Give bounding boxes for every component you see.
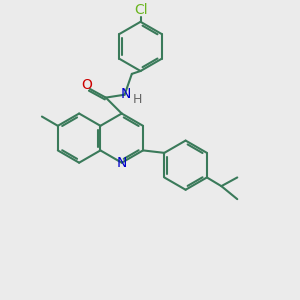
Text: N: N (116, 156, 127, 170)
Text: N: N (120, 87, 131, 101)
Text: Cl: Cl (134, 3, 148, 17)
Text: O: O (81, 79, 92, 92)
Text: H: H (133, 93, 142, 106)
